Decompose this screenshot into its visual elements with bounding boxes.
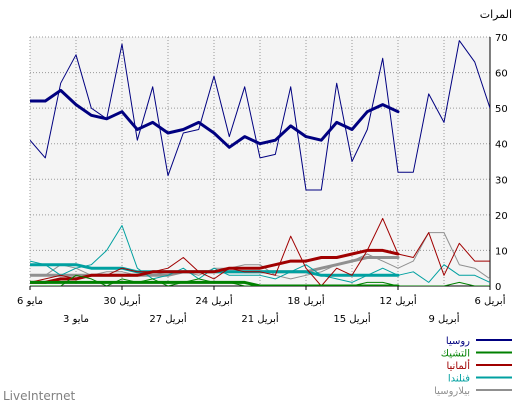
x-tick-label: 30 أبريل: [103, 294, 141, 307]
series-1-trend-line: [30, 280, 400, 286]
y-tick-label: 30: [495, 175, 508, 186]
series-0-trend-line: [30, 88, 400, 149]
y-tick-label: 70: [495, 33, 508, 44]
x-tick-label: 6 أبريل: [475, 294, 506, 307]
y-tick-label: 20: [495, 211, 508, 222]
y-tick-label: 60: [495, 69, 508, 80]
y-axis-label: المرات: [480, 8, 512, 21]
legend-label: فنلندا: [448, 374, 470, 385]
legend-label: التشيك: [441, 349, 470, 360]
series-2-trend-line: [30, 248, 400, 284]
series-3-line: [30, 225, 490, 283]
x-tick-label: 6 مايو: [17, 296, 43, 307]
brand-label: LiveInternet: [3, 389, 75, 403]
x-tick-label: 27 أبريل: [149, 312, 187, 325]
legend-label: روسيا: [446, 336, 470, 347]
series-4-line: [30, 232, 490, 280]
y-tick-label: 50: [495, 104, 508, 115]
y-tick-label: 0: [495, 282, 501, 293]
plot-area: [30, 37, 490, 286]
legend-label: بيلاروسيا: [434, 386, 470, 397]
legend-label: ألمانيا: [446, 359, 470, 372]
x-tick-label: 3 مايو: [63, 314, 89, 325]
y-tick-label: 10: [495, 246, 508, 257]
x-tick-label: 24 أبريل: [195, 294, 233, 307]
x-tick-label: 15 أبريل: [333, 312, 371, 325]
x-tick-label: 12 أبريل: [379, 294, 417, 307]
x-tick-label: 21 أبريل: [241, 312, 279, 325]
series-group: [30, 40, 490, 286]
x-tick-label: 9 أبريل: [429, 312, 460, 325]
x-tick-label: 18 أبريل: [287, 294, 325, 307]
y-tick-label: 40: [495, 140, 508, 151]
